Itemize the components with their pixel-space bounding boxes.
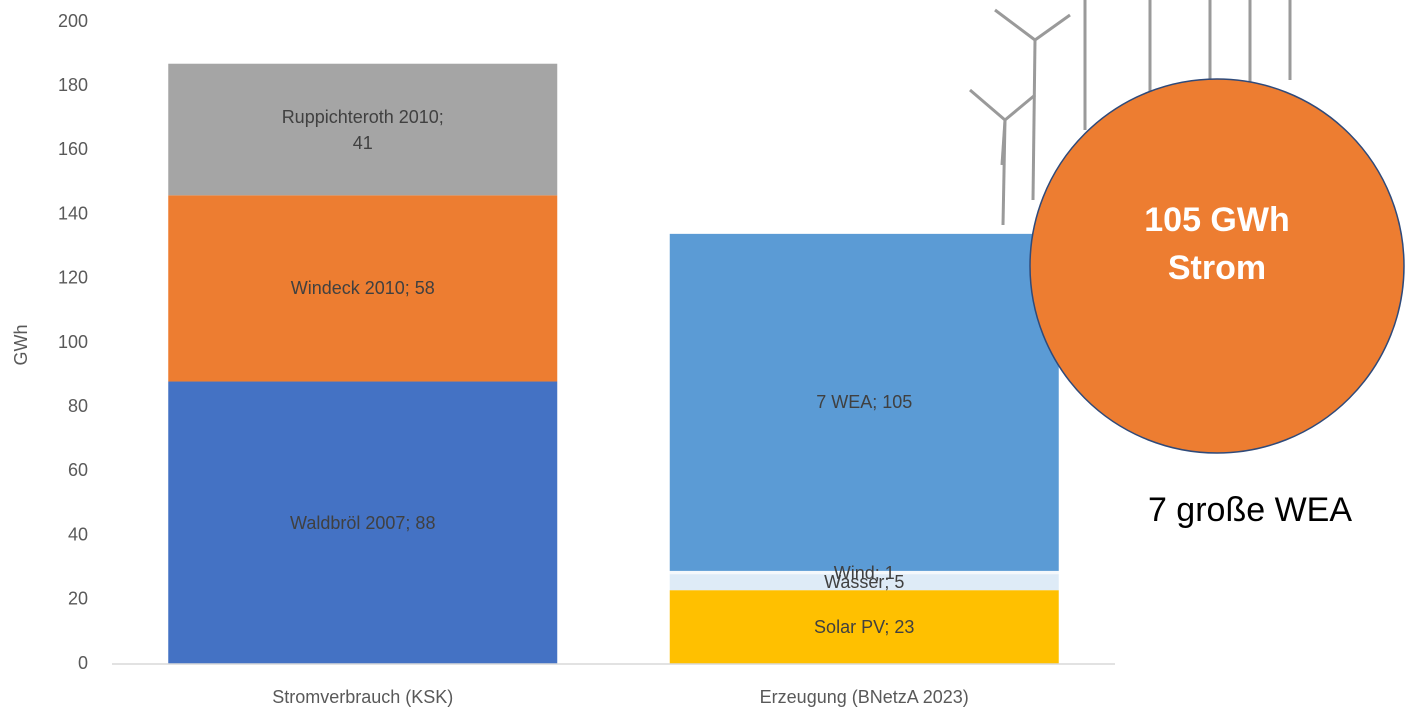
- bar-segment: [669, 233, 1059, 571]
- y-tick-label: 0: [78, 653, 88, 673]
- y-tick-label: 180: [58, 75, 88, 95]
- y-tick-label: 60: [68, 460, 88, 480]
- data-label: Windeck 2010; 58: [290, 278, 435, 299]
- x-tick-label: Stromverbrauch (KSK): [272, 687, 453, 707]
- bar-segment: [669, 574, 1059, 591]
- y-tick-label: 80: [68, 396, 88, 416]
- bar-segment: [669, 590, 1059, 664]
- bar-segment: [168, 195, 558, 382]
- y-tick-label: 120: [58, 268, 88, 288]
- data-label: 7 WEA; 105: [816, 392, 913, 413]
- y-tick-label: 200: [58, 11, 88, 31]
- bar-segment: [168, 381, 558, 664]
- circle-text: Strom: [1168, 249, 1266, 287]
- x-tick-label: Erzeugung (BNetzA 2023): [760, 687, 969, 707]
- y-tick-label: 20: [68, 589, 88, 609]
- bar-segment: [669, 570, 1059, 575]
- y-axis-label: GWh: [11, 324, 31, 365]
- y-tick-label: 160: [58, 139, 88, 159]
- data-label: Waldbröl 2007; 88: [290, 512, 436, 533]
- wind-turbines: [969, 0, 1292, 226]
- y-tick-label: 40: [68, 524, 88, 544]
- bar-segment: [168, 63, 558, 196]
- note: 7 große WEA: [1148, 491, 1352, 529]
- y-tick-label: 140: [58, 203, 88, 223]
- data-label: Wasser; 5: [824, 572, 905, 593]
- y-tick-label: 100: [58, 332, 88, 352]
- highlight-circle: [1029, 78, 1405, 454]
- data-label: Wind; 1: [833, 562, 895, 583]
- circle-text: 105 GWh: [1144, 201, 1289, 239]
- data-label: Ruppichteroth 2010; 41: [281, 106, 444, 153]
- data-label: Solar PV; 23: [814, 617, 915, 638]
